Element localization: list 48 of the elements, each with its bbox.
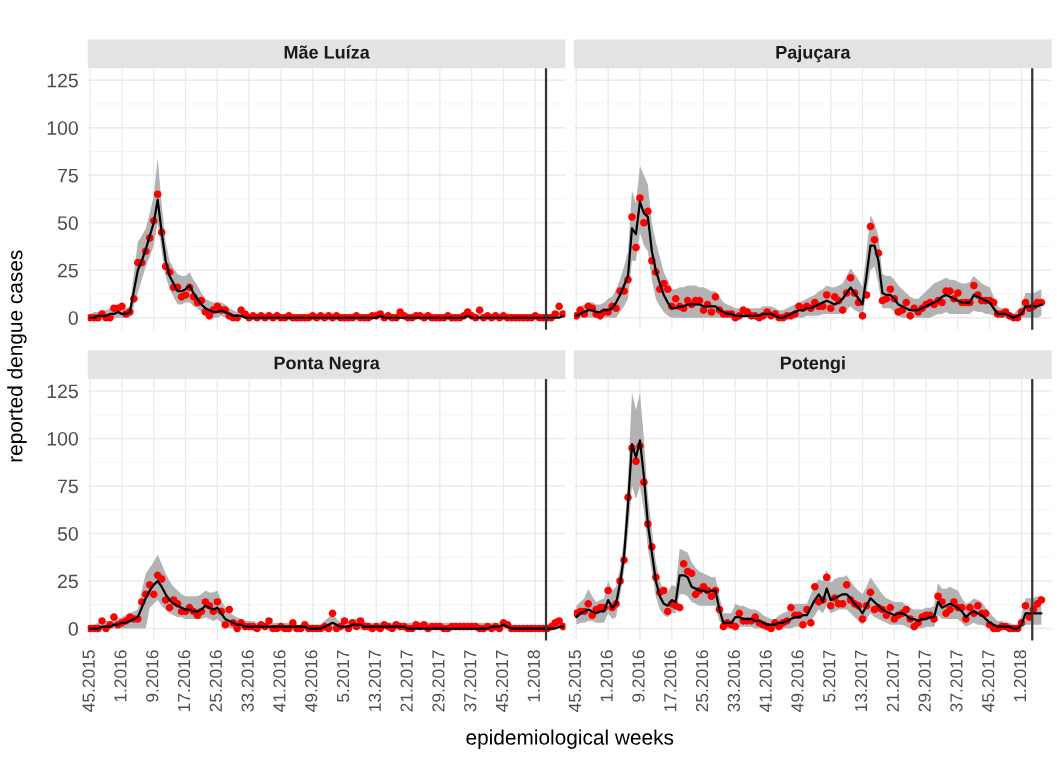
- y-tick-label: 75: [58, 168, 78, 183]
- x-tick-label: 33.2016: [727, 650, 740, 712]
- x-tick-label: 33.2016: [241, 650, 254, 712]
- x-tick-label: 45.2017: [495, 650, 509, 712]
- x-tick-label: 1.2018: [1013, 650, 1027, 702]
- x-tick-label: 21.2017: [400, 650, 413, 712]
- x-tick-label: 25.2016: [209, 650, 222, 712]
- y-tick-label: 125: [47, 73, 78, 88]
- x-tick-label: 9.2016: [632, 650, 645, 702]
- x-tick-label: 1.2016: [600, 650, 613, 702]
- chart-title: Ponta Negra: [274, 356, 380, 374]
- x-tick-label: 37.2017: [950, 650, 963, 712]
- x-tick-label: 29.2017: [432, 650, 445, 712]
- x-tick-label: 17.2016: [664, 650, 677, 711]
- y-tick-label: 50: [57, 216, 78, 230]
- x-axis-title: epidemiological weeks: [466, 729, 674, 749]
- x-tick-label: 13.2017: [854, 650, 868, 711]
- y-tick-label: 125: [47, 384, 78, 399]
- x-tick-label: 1.2018: [527, 650, 540, 702]
- x-tick-label: 5.2017: [336, 650, 350, 702]
- y-tick-label: 50: [57, 526, 78, 541]
- y-tick-label: 75: [58, 479, 78, 494]
- x-tick-label: 21.2017: [886, 650, 899, 712]
- x-tick-label: 41.2016: [759, 650, 772, 712]
- x-tick-label: 37.2017: [464, 650, 477, 712]
- y-tick-label: 100: [47, 121, 78, 135]
- y-tick-label: 25: [58, 574, 78, 589]
- x-tick-label: 45.2015: [568, 650, 581, 712]
- x-tick-label: 29.2017: [918, 650, 931, 712]
- x-tick-label: 45.2017: [982, 650, 995, 712]
- x-tick-label: 45.2015: [82, 650, 95, 712]
- x-tick-label: 1.2016: [114, 650, 127, 702]
- x-tick-label: 49.2016: [305, 650, 318, 712]
- x-tick-label: 25.2016: [695, 650, 709, 712]
- y-axis-title: reported dengue cases: [7, 250, 27, 462]
- y-tick-label: 25: [58, 263, 78, 278]
- x-tick-label: 17.2016: [177, 650, 191, 711]
- x-tick-label: 41.2016: [273, 650, 286, 712]
- y-tick-label: 0: [68, 311, 78, 325]
- chart-title: Mãe Luíza: [284, 45, 370, 59]
- y-tick-label: 100: [47, 431, 78, 446]
- x-tick-label: 13.2017: [368, 650, 381, 711]
- x-tick-label: 49.2016: [791, 650, 804, 712]
- x-tick-label: 5.2017: [823, 650, 836, 702]
- x-tick-label: 9.2016: [146, 650, 159, 702]
- y-tick-label: 0: [68, 622, 78, 636]
- chart-title: Potengi: [780, 356, 845, 374]
- chart-title: Pajuçara: [776, 45, 851, 63]
